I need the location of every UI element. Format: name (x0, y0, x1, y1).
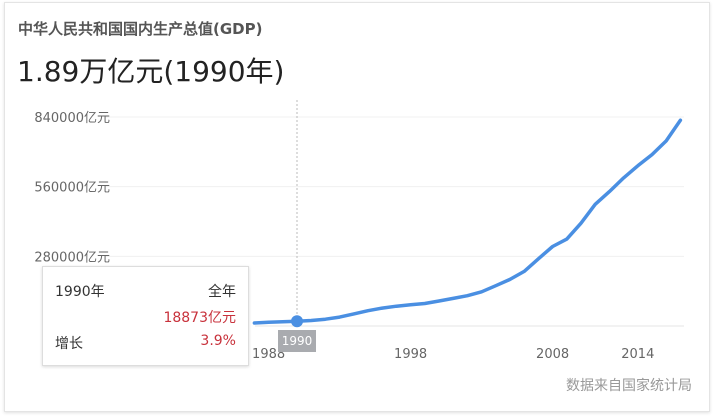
x-tick-label: 1988 (252, 347, 285, 362)
y-tick-label: 280000亿元 (34, 250, 110, 265)
x-tick-label: 1998 (394, 347, 427, 362)
selected-x-label: 1990 (278, 330, 316, 352)
gdp-series-line (252, 118, 683, 325)
tooltip-growth: 3.9% (200, 333, 236, 349)
headline-value: 1.89万亿元(1990年) (17, 55, 285, 88)
tooltip-growth-label: 增长 (55, 336, 83, 352)
y-tick-label: 840000亿元 (34, 111, 110, 126)
x-tick-label: 2008 (536, 347, 569, 362)
chart-title: 中华人民共和国国内生产总值(GDP) (18, 20, 263, 38)
data-source: 数据来自国家统计局 (566, 378, 692, 394)
x-tick-label: 2014 (621, 347, 654, 362)
tooltip-year: 1990年 (55, 284, 105, 300)
tooltip-value: 18873亿元 (163, 310, 236, 326)
highlight-point (291, 315, 303, 328)
tooltip: 1990年 全年 18873亿元 增长 3.9% (42, 266, 249, 366)
y-tick-label: 560000亿元 (34, 181, 110, 196)
tooltip-period: 全年 (208, 284, 236, 300)
